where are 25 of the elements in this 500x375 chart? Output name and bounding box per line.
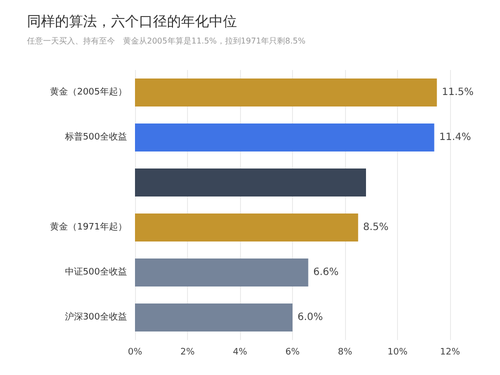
bar [135, 214, 358, 242]
x-tick-label: 6% [285, 348, 300, 358]
data-label: 6.0% [298, 312, 323, 323]
data-label: 11.5% [442, 87, 474, 98]
bar [135, 124, 434, 152]
x-tick-label: 8% [338, 348, 353, 358]
bar [135, 168, 366, 196]
x-tick-label: 12% [440, 348, 460, 358]
x-tick-label: 10% [387, 348, 408, 358]
y-tick-label: 黄金（2005年起） [50, 86, 127, 98]
y-tick-label: 黄金（1971年起） [50, 222, 127, 232]
data-label: 6.6% [313, 267, 339, 278]
chart-title: 同样的算法，六个口径的年化中位 [27, 14, 237, 30]
chart-subtitle: 任意一天买入、持有至今 黄金从2005年算是11.5%，拉到1971年只剩8.5% [26, 36, 306, 46]
bar [135, 304, 292, 332]
x-tick-label: 0% [128, 348, 143, 358]
x-tick-label: 2% [180, 348, 196, 358]
bar [135, 78, 437, 106]
x-tick-label: 4% [232, 348, 248, 358]
y-tick-label: 中证500全收益 [64, 266, 127, 278]
y-tick-label: 沪深300全收益 [64, 312, 127, 322]
data-label: 11.4% [439, 132, 472, 143]
y-tick-label: 标普500全收益 [64, 132, 127, 142]
data-label: 8.5% [363, 222, 389, 233]
bar [135, 258, 308, 286]
